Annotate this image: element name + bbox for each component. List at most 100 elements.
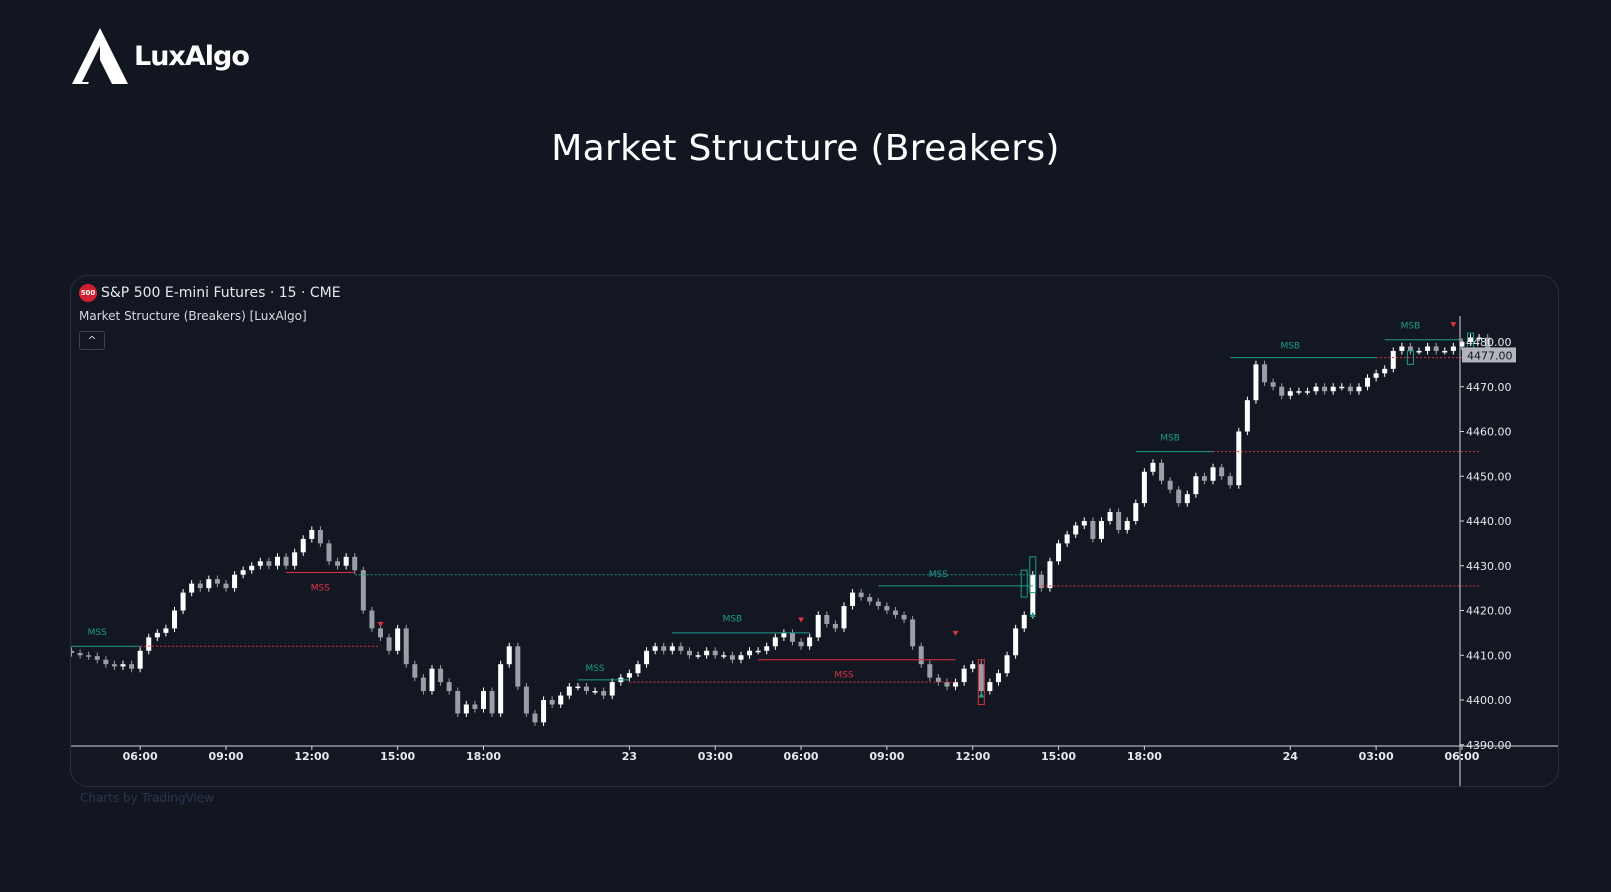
- chart-canvas[interactable]: MSS MSS MSS MSB MSS MSS MSB MSB MSB 4480.00 4470.0…: [71, 276, 1558, 786]
- structure-label: MSS: [311, 583, 330, 593]
- time-tick-label: 03:00: [698, 750, 733, 763]
- candle-body: [1296, 391, 1302, 393]
- candle-body: [1004, 655, 1010, 674]
- candle-body: [189, 583, 195, 593]
- price-tick-label: 4480.00: [1466, 336, 1512, 349]
- time-tick-label: 06:00: [123, 750, 158, 763]
- candle-body: [558, 695, 564, 705]
- candle-body: [1244, 400, 1250, 432]
- chart-card[interactable]: MSS MSS MSS MSB MSS MSS MSB MSB MSB 4480.00 4470.0…: [70, 275, 1559, 787]
- breaker-box: [977, 659, 985, 705]
- bearish-marker: [1450, 322, 1457, 328]
- chart-header: 500 S&P 500 E-mini Futures · 15 · CME: [79, 284, 341, 302]
- candle-body: [832, 623, 838, 629]
- candle-body: [609, 682, 615, 696]
- candle-body: [249, 565, 255, 571]
- candle-body: [747, 650, 753, 656]
- candle-body: [669, 646, 675, 651]
- symbol-title[interactable]: S&P 500 E-mini Futures · 15 · CME: [101, 285, 341, 301]
- candle-body: [987, 682, 993, 692]
- candle-body: [704, 650, 710, 656]
- candle-body: [154, 632, 160, 638]
- candle-body: [738, 655, 744, 660]
- time-tick-label: 15:00: [380, 750, 415, 763]
- page-title: Market Structure (Breakers): [551, 128, 1060, 169]
- candle-body: [1073, 525, 1079, 535]
- candle-body: [1356, 386, 1362, 392]
- time-tick-label: 09:00: [208, 750, 243, 763]
- candle-body: [841, 606, 847, 629]
- candle-body: [326, 543, 332, 562]
- structure-label: MSB: [1280, 342, 1300, 352]
- symbol-badge[interactable]: 500: [79, 284, 97, 302]
- candle-body: [635, 664, 641, 674]
- time-tick-label: 18:00: [466, 750, 501, 763]
- candle-body: [463, 704, 469, 714]
- indicator-name[interactable]: Market Structure (Breakers) [LuxAlgo]: [79, 309, 307, 323]
- candle-body: [171, 610, 177, 629]
- candle-body: [953, 682, 959, 687]
- candle-body: [1279, 386, 1285, 396]
- candle-body: [223, 583, 229, 589]
- candle-body: [1485, 337, 1491, 356]
- candle-body: [197, 583, 203, 589]
- candle-body: [1468, 337, 1474, 342]
- candle-body: [1047, 561, 1053, 589]
- candle-body: [789, 632, 795, 642]
- candle-body: [686, 650, 692, 656]
- candle-body: [970, 664, 976, 669]
- candle-body: [1373, 373, 1379, 378]
- candle-body: [1450, 346, 1456, 351]
- candle-body: [1081, 521, 1087, 526]
- candle-body: [292, 552, 298, 566]
- candle-body: [1476, 337, 1482, 340]
- candle-body: [1313, 386, 1319, 392]
- candle-body: [944, 682, 950, 687]
- candle-body: [420, 677, 426, 692]
- candle-body: [1407, 346, 1413, 351]
- price-tick-label: 4390.00: [1466, 739, 1512, 752]
- candle-body: [549, 700, 555, 705]
- bullish-marker: [978, 692, 985, 698]
- luxalgo-logo: LuxAlgo: [70, 26, 250, 86]
- candle-body: [1193, 476, 1199, 495]
- candle-body: [94, 656, 100, 660]
- candle-body: [1433, 346, 1439, 351]
- candle-body: [892, 610, 898, 615]
- candle-body: [1021, 614, 1027, 629]
- candle-body: [103, 659, 109, 665]
- candle-body: [1262, 364, 1268, 383]
- candle-body: [1304, 391, 1310, 393]
- candle-body: [206, 579, 212, 589]
- candle-body: [626, 673, 632, 678]
- candle-body: [867, 597, 873, 602]
- candle-body: [1322, 386, 1328, 392]
- time-tick-label: 06:00: [784, 750, 819, 763]
- candle-body: [360, 570, 366, 611]
- tradingview-attribution[interactable]: Charts by TradingView: [80, 791, 215, 805]
- candle-body: [652, 646, 658, 651]
- structure-label: MSS: [834, 671, 853, 681]
- candle-body: [352, 556, 358, 571]
- collapse-legend-button[interactable]: ^: [79, 331, 105, 350]
- candle-body: [429, 668, 435, 692]
- candle-body: [343, 556, 349, 566]
- candle-body: [1442, 350, 1448, 353]
- candle-body: [1390, 350, 1396, 369]
- time-tick-label: 15:00: [1041, 750, 1076, 763]
- candle-body: [232, 574, 238, 589]
- candle-body: [1459, 342, 1465, 347]
- bearish-marker: [377, 621, 384, 627]
- breaker-box: [1029, 556, 1037, 594]
- candle-body: [875, 601, 881, 607]
- structure-label: MSB: [1401, 322, 1421, 332]
- candle-body: [541, 700, 547, 723]
- candle-body: [1253, 364, 1259, 401]
- price-tick-label: 4440.00: [1466, 515, 1512, 528]
- candle-body: [1116, 512, 1122, 530]
- candle-body: [1013, 628, 1019, 656]
- candle-body: [1064, 534, 1070, 544]
- candle-body: [532, 713, 538, 723]
- candle-body: [1425, 346, 1431, 351]
- time-tick-label: 09:00: [869, 750, 904, 763]
